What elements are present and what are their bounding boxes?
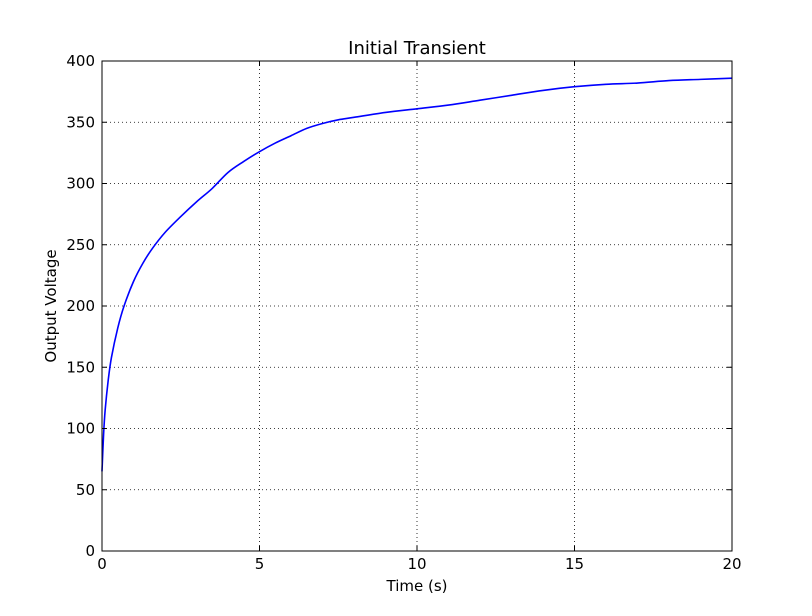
x-tick-label: 15 bbox=[565, 555, 584, 573]
y-tick-label: 300 bbox=[66, 175, 95, 193]
series-layer bbox=[101, 77, 733, 472]
series-line bbox=[101, 77, 733, 472]
y-tick-label: 350 bbox=[66, 113, 95, 131]
grid-lines bbox=[102, 61, 732, 551]
chart-title: Initial Transient bbox=[348, 38, 486, 59]
tick-marks bbox=[101, 60, 733, 552]
x-tick-label: 20 bbox=[722, 555, 741, 573]
y-tick-label: 0 bbox=[85, 542, 95, 560]
y-tick-label: 250 bbox=[66, 236, 95, 254]
y-tick-label: 100 bbox=[66, 420, 95, 438]
y-tick-label: 50 bbox=[76, 481, 95, 499]
y-tick-label: 400 bbox=[66, 52, 95, 70]
x-tick-label: 0 bbox=[97, 555, 107, 573]
y-axis-label: Output Voltage bbox=[42, 249, 60, 362]
x-tick-label: 10 bbox=[407, 555, 426, 573]
x-tick-label: 5 bbox=[255, 555, 265, 573]
x-axis-label: Time (s) bbox=[386, 577, 448, 595]
y-tick-label: 150 bbox=[66, 358, 95, 376]
y-tick-label: 200 bbox=[66, 297, 95, 315]
